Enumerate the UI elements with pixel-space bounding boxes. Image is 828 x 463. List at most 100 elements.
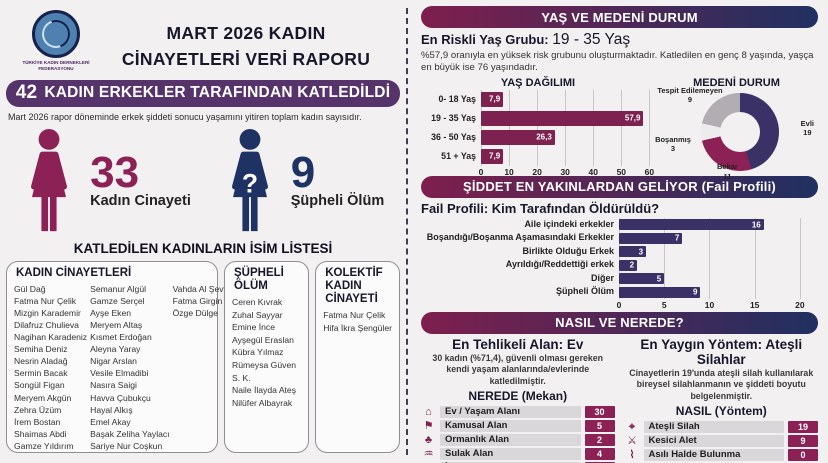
bar-value-label: 57,9: [624, 113, 641, 123]
bar-track: 16: [619, 218, 818, 232]
section-banner-where: NASIL VE NEREDE?: [421, 311, 818, 334]
victim-name: Naile İlayda Ateş: [232, 385, 297, 396]
risk-group-label: En Riskli Yaş Grubu:: [421, 32, 549, 47]
bar-track: 57,9: [481, 109, 655, 128]
perpetrator-chart-axis: 0 5 10 15 20: [616, 299, 818, 310]
axis-tick-label: 15: [749, 299, 760, 310]
page-title: MART 2026 KADIN CİNAYETLERİ VERİ RAPORU: [92, 20, 400, 73]
table-row-label: Kesici Alet: [643, 435, 784, 448]
victim-name: Emine İnce: [232, 322, 275, 333]
bar: 16: [619, 219, 764, 231]
perpetrator-chart: Aile içindeki erkekler Boşandığı/Boşanma …: [421, 217, 818, 310]
bar: 57,9: [481, 110, 644, 126]
perpetrator-chart-labels: Aile içindeki erkekler Boşandığı/Boşanma …: [421, 218, 619, 299]
how-table-title: NASIL (Yöntem): [675, 404, 767, 419]
axis-tick-label: 10: [504, 166, 514, 177]
table-row-value: 2: [584, 434, 615, 447]
bar-category-label: 19 - 35 Yaş: [431, 112, 476, 123]
victim-name: Fatma Nur Çelik: [14, 295, 77, 306]
suspicious-name-list: Ceren Kıvrak Zuhal Sayyar Emine İnce Ayşegü…: [232, 296, 301, 409]
femicide-names-box: KADIN CİNAYETLERİ Gül Dağ Fatma Nur Çelik…: [6, 260, 237, 453]
axis-tick-label: 10: [704, 299, 715, 310]
bar-category-label: Ayrıldığı/Reddettiği erkek: [505, 259, 614, 270]
how-column: En Yaygın Yöntem: Ateşli Silahlar Cinaye…: [625, 336, 818, 463]
victim-name: Nagihan Karadeniz: [14, 332, 88, 343]
victim-name: Fatma Nur Çelik: [323, 310, 386, 321]
where-description: 30 kadın (%71,4), güvenli olması gereken…: [432, 352, 604, 386]
femicide-name-columns: Gül Dağ Fatma Nur Çelik Mizgin Karademir Di…: [14, 283, 237, 452]
bar-category-label: Birlikte Olduğu Erkek: [522, 245, 614, 256]
where-table-title: NEREDE (Mekan): [468, 389, 568, 404]
victim-name: Meryem Altaş: [90, 320, 143, 330]
bar: 7: [619, 232, 683, 244]
where-title: En Tehlikeli Alan: Ev: [452, 336, 584, 352]
name-list-header: KATLEDİLEN KADINLARIN İSİM LİSTESİ: [73, 240, 333, 256]
bar-track: 3: [619, 245, 818, 259]
victim-name: Kübra Yılmaz: [232, 347, 284, 358]
gridline: [593, 89, 595, 166]
victim-name: Semanur Algül: [90, 283, 147, 294]
page-title-line1: MART 2026 KADIN: [166, 23, 326, 43]
table-row-value: 30: [584, 406, 615, 419]
suspicious-death-count: 9: [290, 147, 316, 197]
section-banner-age: YAŞ VE MEDENİ DURUM: [421, 6, 818, 28]
victim-name: Zehra Üzüm: [14, 404, 62, 415]
bar-value-label: 16: [751, 219, 761, 229]
axis-tick-label: 50: [616, 166, 627, 177]
vertical-dashed-divider: [406, 8, 408, 455]
victim-name: Ayşe Eken: [90, 307, 132, 318]
report-header: TÜRKİYE KADIN DERNEKLERİ FEDERASYONU MAR…: [6, 8, 400, 73]
table-row: ♣ Ormanlık Alan 2: [421, 434, 615, 447]
victim-name: Zuhal Sayyar: [232, 309, 283, 320]
victim-name: Vahda Al Şevvah: [172, 283, 238, 294]
bar: 7,9: [481, 148, 504, 164]
woman-figure-icon: [31, 128, 68, 231]
perpetrator-question: Fail Profili: Kim Tarafından Öldürüldü?: [421, 200, 660, 216]
bar: 26,3: [481, 129, 555, 145]
axis-tick-label: 0: [616, 299, 622, 310]
bar-track: 7: [619, 231, 818, 245]
age-chart-labels: 0- 18 Yaş 19 - 35 Yaş 36 - 50 Yaş 51 + Yaş: [421, 90, 481, 166]
bar-category-label: Aile içindeki erkekler: [524, 218, 614, 229]
table-row: ⚔ Kesici Alet 9: [625, 435, 818, 448]
name-list-boxes: KADIN CİNAYETLERİ Gül Dağ Fatma Nur Çelik…: [6, 260, 400, 453]
victim-name: Nilüfer Albayrak: [232, 397, 293, 408]
bar-track: 26,3: [481, 128, 655, 147]
table-row: ⌂ Ev / Yaşam Alanı 30: [421, 406, 615, 419]
table-row-value: 4: [584, 448, 615, 461]
headline-subtitle: Mart 2026 rapor döneminde erkek şiddeti …: [8, 111, 362, 122]
gridline: [709, 217, 711, 299]
federation-logo-text: TÜRKİYE KADIN DERNEKLERİ FEDERASYONU: [22, 60, 90, 71]
table-row-label: Ateşli Silah: [643, 421, 784, 434]
bar-value-label: 2: [629, 260, 635, 270]
victim-name: Ayşegül Eraslan: [232, 334, 294, 345]
bar-value-label: 26,3: [536, 132, 552, 142]
femicide-count: 33: [90, 147, 140, 197]
age-description: %57,9 oranıyla en yüksek risk grubunu ol…: [421, 50, 814, 74]
collective-names-box: KOLEKTİF KADIN CİNAYETİ Fatma Nur Çelik H…: [315, 260, 400, 453]
gridline: [537, 89, 539, 166]
how-title: En Yaygın Yöntem: Ateşli Silahlar: [640, 336, 803, 367]
gridline: [649, 89, 651, 166]
bar-track: 5: [619, 272, 818, 286]
age-chart-title: YAŞ DAĞILIMI: [500, 76, 576, 89]
gridline: [664, 217, 666, 299]
gridline: [481, 89, 482, 166]
femicide-stat: 33 Kadın Cinayeti: [6, 124, 203, 238]
victim-name: Havva Çubukçu: [90, 392, 151, 403]
axis-tick-label: 20: [532, 166, 542, 177]
risk-group-line: En Riskli Yaş Grubu: 19 - 35 Yaş: [421, 31, 818, 49]
victim-name: İrem Bostan: [14, 416, 61, 427]
bar-track: 7,9: [481, 90, 655, 109]
house-icon: ⌂: [425, 406, 432, 419]
woman-question-figure-icon: ?: [231, 128, 268, 231]
victim-name: Gül Dağ: [14, 283, 46, 294]
bar-value-label: 7,9: [489, 151, 501, 161]
bar-value-label: 7,9: [489, 94, 501, 104]
age-chart-plot: 7,9 57,9 26,3 7,9: [481, 89, 655, 166]
gridline: [754, 217, 756, 299]
bar-value-label: 5: [656, 273, 662, 283]
collective-name-list: Fatma Nur Çelik Hifa İkra Şengüler: [323, 309, 392, 334]
donut-label-tespit: Tespit Edilemeyen 9: [657, 85, 723, 105]
axis-tick-label: 30: [560, 166, 570, 177]
